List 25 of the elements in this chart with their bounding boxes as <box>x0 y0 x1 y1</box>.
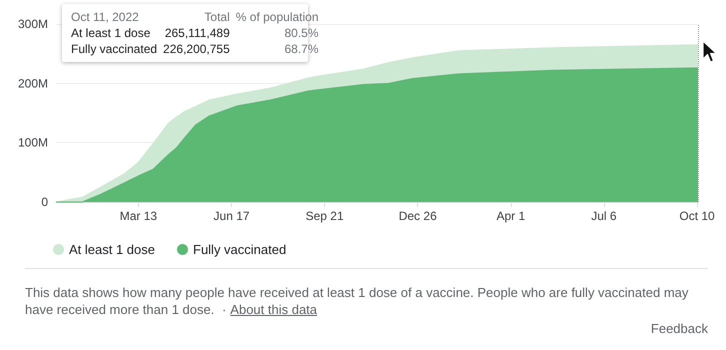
legend-label: Fully vaccinated <box>193 242 286 257</box>
y-tick-label: 300M <box>18 17 48 31</box>
x-tick-label: Jul 6 <box>591 209 617 223</box>
legend-label: At least 1 dose <box>69 242 155 257</box>
text: · <box>222 302 226 317</box>
text: Feedback <box>650 321 708 336</box>
text: Fully vaccinated <box>71 42 158 56</box>
annotation: 226,200,755 <box>162 41 230 57</box>
y-tick-label: 200M <box>18 76 48 90</box>
text: Total <box>203 9 230 25</box>
text: Oct 11, 2022 <box>71 9 140 25</box>
annotation: 80.5% <box>283 25 319 41</box>
x-tick-label: Apr 1 <box>496 209 526 223</box>
y-tick-label: 0 <box>41 195 48 209</box>
x-tick-label: Mar 13 <box>120 209 158 223</box>
x-tick-label: Dec 26 <box>398 209 438 223</box>
x-tick-label: Jun 17 <box>214 209 250 223</box>
x-tick-label: Oct 10 <box>679 209 716 223</box>
y-tick-label: 100M <box>18 136 48 150</box>
text: % of population <box>234 9 319 25</box>
annotation: 68.7% <box>283 41 319 57</box>
text: At least 1 dose <box>71 26 150 40</box>
text: About this data <box>230 302 318 317</box>
annotation: 265,111,489 <box>164 25 230 41</box>
x-tick-label: Sep 21 <box>306 209 344 223</box>
